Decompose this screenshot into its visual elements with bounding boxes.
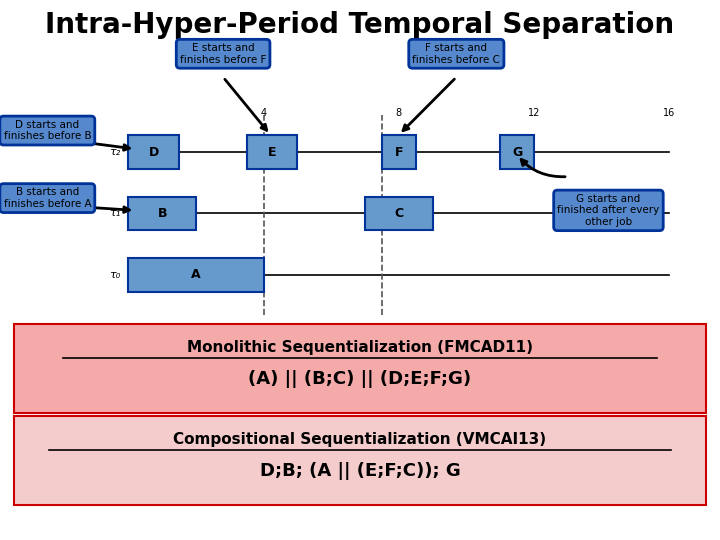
Text: D starts and
finishes before B: D starts and finishes before B [4, 120, 91, 141]
FancyBboxPatch shape [128, 135, 179, 169]
Text: 10: 10 [681, 516, 698, 530]
Text: τ₂: τ₂ [109, 147, 120, 157]
Text: 16: 16 [663, 109, 675, 118]
FancyBboxPatch shape [500, 135, 534, 169]
FancyBboxPatch shape [365, 197, 433, 231]
FancyBboxPatch shape [128, 197, 196, 231]
Text: 4: 4 [261, 109, 266, 118]
Text: A: A [192, 268, 201, 281]
Text: 12: 12 [528, 109, 540, 118]
Text: © 2012 Carnegie Mellon University: © 2012 Carnegie Mellon University [454, 527, 588, 536]
Text: F: F [395, 146, 403, 159]
Text: D;B; (A || (E;F;C)); G: D;B; (A || (E;F;C)); G [260, 462, 460, 480]
Text: B starts and
finishes before A: B starts and finishes before A [4, 187, 91, 209]
Text: B: B [158, 207, 167, 220]
Ellipse shape [40, 517, 60, 529]
Text: Verifying Periodic Real-Time Software: Verifying Periodic Real-Time Software [454, 510, 596, 519]
Text: E starts and
finishes before F: E starts and finishes before F [180, 43, 266, 65]
Text: D: D [148, 146, 159, 159]
Text: G: G [512, 146, 522, 159]
Text: Compositional Sequentialization (VMCAI13): Compositional Sequentialization (VMCAI13… [174, 432, 546, 447]
Text: (A) || (B;C) || (D;E;F;G): (A) || (B;C) || (D;E;F;G) [248, 370, 472, 388]
Text: Intra-Hyper-Period Temporal Separation: Intra-Hyper-Period Temporal Separation [45, 11, 675, 39]
Ellipse shape [31, 510, 71, 536]
Text: τ₁: τ₁ [109, 208, 120, 219]
Ellipse shape [45, 520, 55, 526]
Text: G starts and
finished after every
other job: G starts and finished after every other … [557, 194, 660, 227]
Text: τ₀: τ₀ [109, 270, 120, 280]
FancyBboxPatch shape [14, 416, 706, 505]
FancyBboxPatch shape [382, 135, 415, 169]
FancyBboxPatch shape [14, 324, 706, 413]
Text: E: E [268, 146, 276, 159]
Text: C: C [395, 207, 403, 220]
Text: Monolithic Sequentialization (FMCAD11): Monolithic Sequentialization (FMCAD11) [187, 340, 533, 355]
Text: F starts and
finishes before C: F starts and finishes before C [413, 43, 500, 65]
Ellipse shape [35, 514, 66, 532]
FancyBboxPatch shape [128, 258, 264, 292]
FancyBboxPatch shape [247, 135, 297, 169]
Text: Chakl, Gurfinkel, Strichman: Chakl, Gurfinkel, Strichman [454, 518, 559, 528]
Text: Softw: Softw [158, 511, 226, 531]
Text: 8: 8 [396, 109, 402, 118]
